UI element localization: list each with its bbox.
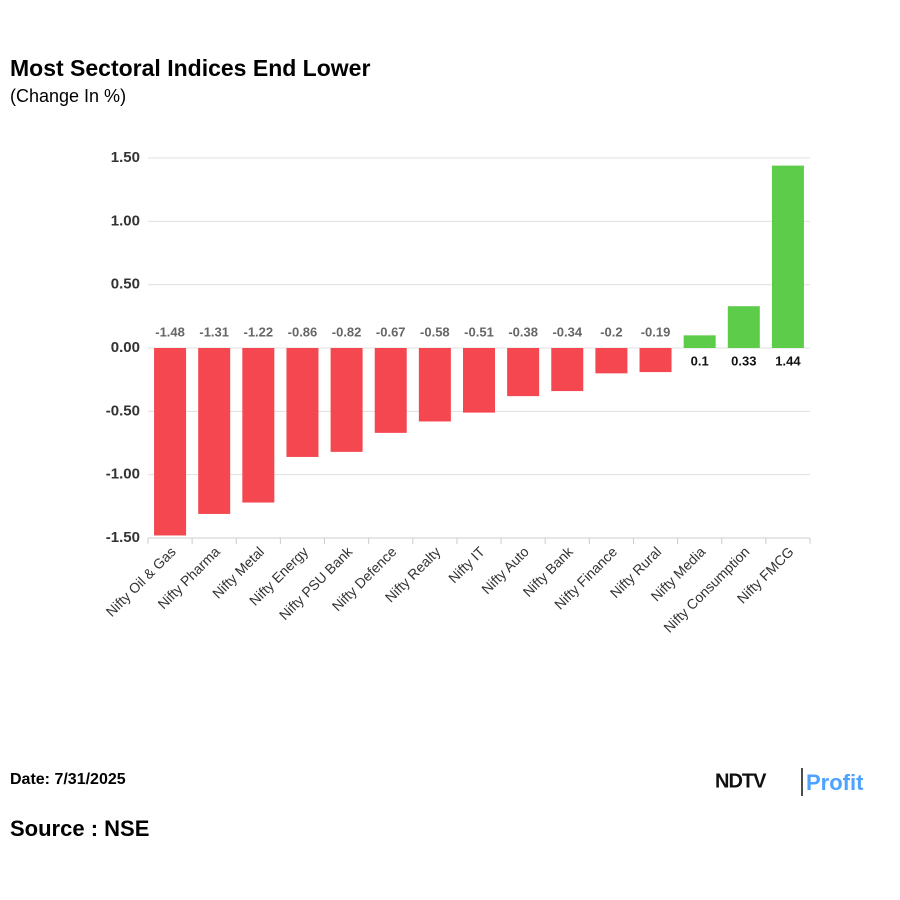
y-tick-label: -1.00 (106, 466, 140, 483)
y-tick-label: 1.50 (111, 149, 140, 166)
data-label: -1.48 (155, 324, 185, 339)
data-label: -0.82 (332, 324, 362, 339)
data-label: -0.38 (508, 324, 538, 339)
bar (198, 348, 231, 514)
bar (374, 348, 407, 433)
data-label: 0.1 (691, 353, 709, 368)
bar (551, 348, 584, 392)
logo-ndtv: NDTV (715, 770, 767, 792)
data-label: -0.58 (420, 324, 450, 339)
bar (463, 348, 495, 413)
data-label: 0.33 (731, 353, 756, 368)
data-label: -0.67 (376, 324, 406, 339)
y-tick-label: 0.00 (111, 339, 140, 356)
data-label: -0.34 (552, 324, 582, 339)
bar (727, 306, 760, 348)
chart-subtitle: (Change In %) (10, 86, 126, 106)
y-tick-label: 0.50 (111, 276, 140, 293)
bar (507, 348, 540, 397)
data-label: -0.2 (600, 324, 622, 339)
data-label: -0.86 (288, 324, 318, 339)
bar (418, 348, 451, 422)
chart-title: Most Sectoral Indices End Lower (10, 55, 370, 81)
logo-profit: Profit (806, 770, 864, 795)
data-label: -1.22 (244, 324, 274, 339)
bar (330, 348, 363, 452)
bar (286, 348, 319, 457)
bar (683, 335, 716, 348)
y-tick-label: -1.50 (106, 529, 140, 546)
bar (154, 348, 187, 536)
data-label: -0.51 (464, 324, 494, 339)
bar (242, 348, 275, 503)
source: Source : NSE (10, 816, 149, 841)
data-label: -1.31 (199, 324, 229, 339)
bar (595, 348, 628, 374)
data-label: -0.19 (641, 324, 671, 339)
y-tick-label: 1.00 (111, 212, 140, 229)
data-label: 1.44 (775, 353, 801, 368)
date: Date: 7/31/2025 (10, 771, 126, 788)
bar (771, 165, 804, 348)
y-tick-label: -0.50 (106, 402, 140, 419)
bar (639, 348, 672, 373)
